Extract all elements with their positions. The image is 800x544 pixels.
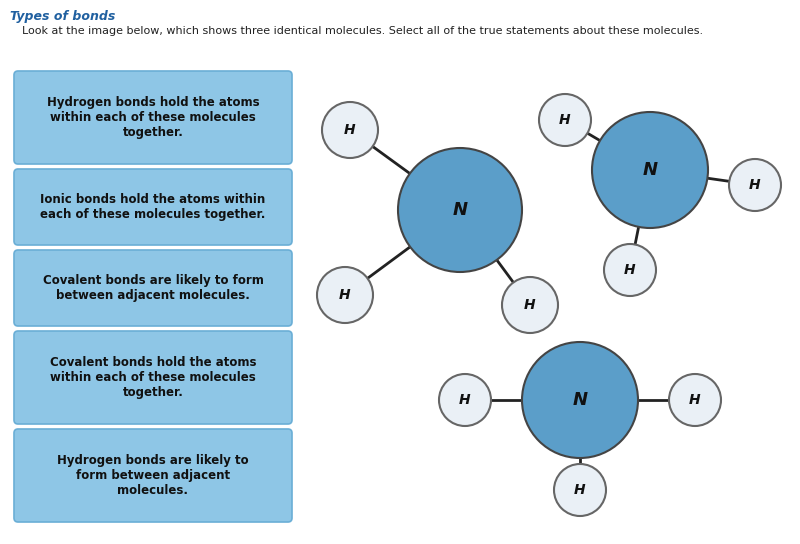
Text: H: H [339,288,351,302]
Circle shape [398,148,522,272]
Circle shape [317,267,373,323]
Text: Hydrogen bonds are likely to
form between adjacent
molecules.: Hydrogen bonds are likely to form betwee… [57,454,249,497]
Circle shape [604,244,656,296]
Text: H: H [749,178,761,192]
Circle shape [322,102,378,158]
Text: H: H [524,298,536,312]
FancyBboxPatch shape [14,71,292,164]
Circle shape [539,94,591,146]
Circle shape [592,112,708,228]
Text: H: H [689,393,701,407]
Text: H: H [559,113,571,127]
Text: Look at the image below, which shows three identical molecules. Select all of th: Look at the image below, which shows thr… [22,26,703,36]
Circle shape [554,464,606,516]
Text: N: N [573,391,587,409]
FancyBboxPatch shape [14,169,292,245]
Text: H: H [574,483,586,497]
Circle shape [502,277,558,333]
Circle shape [522,342,638,458]
Text: Ionic bonds hold the atoms within
each of these molecules together.: Ionic bonds hold the atoms within each o… [40,193,266,221]
Circle shape [729,159,781,211]
Text: Covalent bonds hold the atoms
within each of these molecules
together.: Covalent bonds hold the atoms within eac… [50,356,256,399]
Text: N: N [642,161,658,179]
FancyBboxPatch shape [14,429,292,522]
Text: H: H [459,393,471,407]
Circle shape [439,374,491,426]
Text: Types of bonds: Types of bonds [10,10,115,23]
FancyBboxPatch shape [14,331,292,424]
FancyBboxPatch shape [14,250,292,326]
Text: N: N [453,201,467,219]
Circle shape [669,374,721,426]
Text: Hydrogen bonds hold the atoms
within each of these molecules
together.: Hydrogen bonds hold the atoms within eac… [46,96,259,139]
Text: H: H [624,263,636,277]
Text: H: H [344,123,356,137]
Text: Covalent bonds are likely to form
between adjacent molecules.: Covalent bonds are likely to form betwee… [42,274,263,302]
